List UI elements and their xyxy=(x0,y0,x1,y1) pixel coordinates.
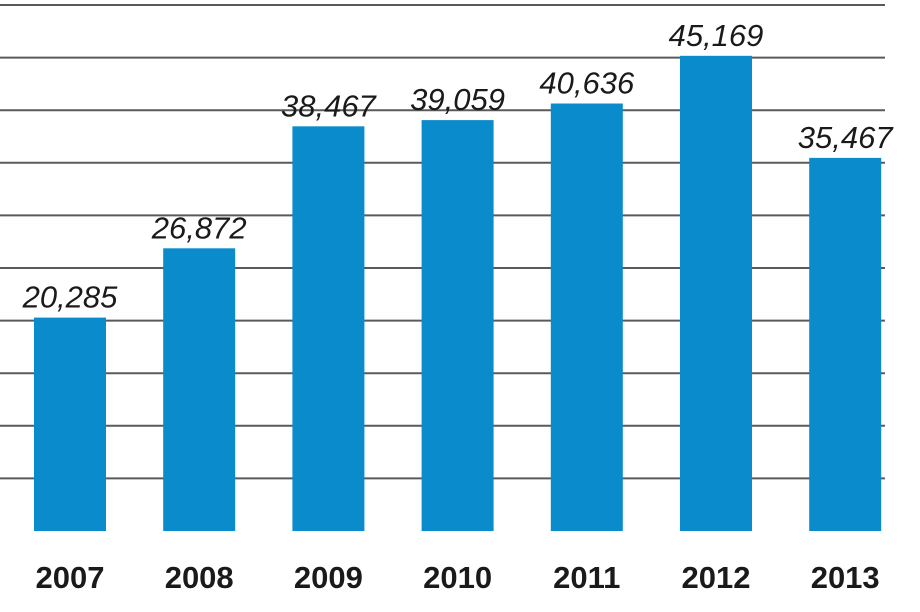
bar-value-label-2012: 45,169 xyxy=(669,18,764,53)
bar-value-label-2013: 35,467 xyxy=(798,120,895,155)
x-tick-label-2013: 2013 xyxy=(811,560,880,595)
bar-2010 xyxy=(421,120,494,532)
bar-2012 xyxy=(680,55,752,532)
bar-value-label-2011: 40,636 xyxy=(539,66,635,101)
bars xyxy=(34,55,882,532)
x-tick-label-2011: 2011 xyxy=(553,560,620,595)
bar-value-label-2010: 39,059 xyxy=(410,82,505,117)
x-tick-label-2010: 2010 xyxy=(423,560,492,595)
bar-2011 xyxy=(550,103,623,531)
bar-value-label-2007: 20,285 xyxy=(22,280,119,315)
bar-2013 xyxy=(809,157,882,532)
x-tick-label-2009: 2009 xyxy=(294,560,363,595)
x-tick-label-2012: 2012 xyxy=(682,560,751,595)
bar-value-label-2009: 38,467 xyxy=(281,88,378,123)
bar-2008 xyxy=(163,248,236,531)
bar-value-label-2008: 26,872 xyxy=(151,210,247,245)
x-axis-tick-labels: 2007 2008 2009 2010 2011 2012 2013 xyxy=(36,560,880,595)
bar-2007 xyxy=(34,317,106,531)
bar-value-labels: 20,285 26,872 38,467 39,059 40,636 45,169 35,4… xyxy=(22,18,895,315)
x-tick-label-2008: 2008 xyxy=(165,560,234,595)
bar-2009 xyxy=(292,126,365,532)
x-tick-label-2007: 2007 xyxy=(36,560,105,595)
